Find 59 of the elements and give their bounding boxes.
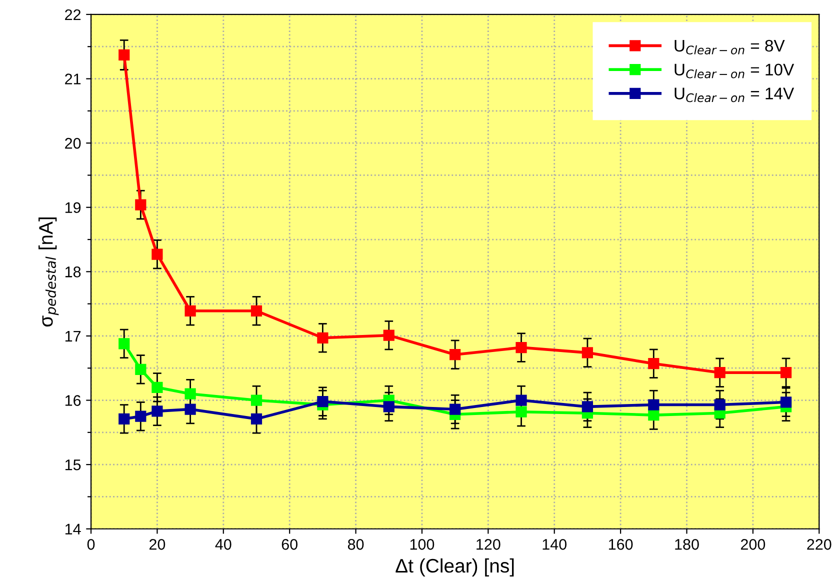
point [152, 382, 163, 393]
x-tick-label: 180 [675, 538, 699, 550]
y-tick-label: 20 [65, 138, 81, 149]
point [135, 364, 146, 375]
point [648, 358, 660, 370]
x-tick-label: 40 [215, 538, 232, 550]
y-tick-label: 17 [65, 330, 81, 342]
y-tick-label: 15 [65, 460, 81, 470]
x-tick-label: 60 [282, 538, 298, 550]
point [184, 404, 196, 415]
x-tick-label: 160 [608, 538, 633, 550]
point [780, 396, 792, 408]
point [648, 410, 660, 421]
point [648, 399, 660, 410]
y-tick-label: 19 [65, 202, 81, 214]
point [582, 401, 594, 412]
point [152, 406, 163, 417]
x-tick-label: 20 [149, 538, 166, 550]
point [118, 338, 130, 350]
point [714, 367, 726, 378]
point [450, 404, 461, 415]
x-tick-label: 120 [476, 538, 500, 550]
point [516, 342, 527, 354]
y-tick-label: 18 [65, 266, 81, 278]
legend-label: U$_{Clear−on}$ = 8V [674, 40, 785, 54]
x-tick-label: 140 [542, 538, 567, 550]
point [317, 396, 328, 408]
point [152, 248, 163, 260]
point [135, 410, 146, 422]
point [780, 367, 792, 378]
point [135, 199, 146, 210]
point [118, 49, 130, 61]
point [582, 347, 594, 358]
y-tick-label: 14 [65, 524, 81, 534]
point [450, 349, 461, 360]
point [118, 413, 130, 424]
x-tick-label: 100 [410, 538, 434, 550]
x-tick-label: 0 [87, 538, 95, 550]
point [714, 399, 726, 410]
point [250, 394, 262, 406]
x-tick-label: 220 [807, 538, 832, 550]
point [250, 413, 262, 424]
point [383, 401, 394, 412]
y-axis-title: σ$_{pedestal}$ [nA] [38, 217, 59, 327]
point [383, 330, 394, 341]
x-tick-label: 200 [740, 538, 766, 550]
point [516, 394, 527, 406]
y-tick-label: 22 [65, 9, 81, 20]
legend-label: U$_{Clear−on}$ = 14V [674, 88, 794, 102]
point [317, 332, 328, 344]
x-axis-title: Δt (Clear) [ns] [396, 558, 514, 577]
x-tick-label: 80 [348, 538, 364, 550]
point [184, 305, 196, 316]
point [516, 406, 527, 418]
legend-label: U$_{Clear−on}$ = 10V [674, 64, 794, 78]
point [250, 305, 262, 316]
point [184, 388, 196, 400]
y-tick-label: 16 [65, 395, 81, 406]
y-tick-label: 21 [65, 74, 81, 84]
